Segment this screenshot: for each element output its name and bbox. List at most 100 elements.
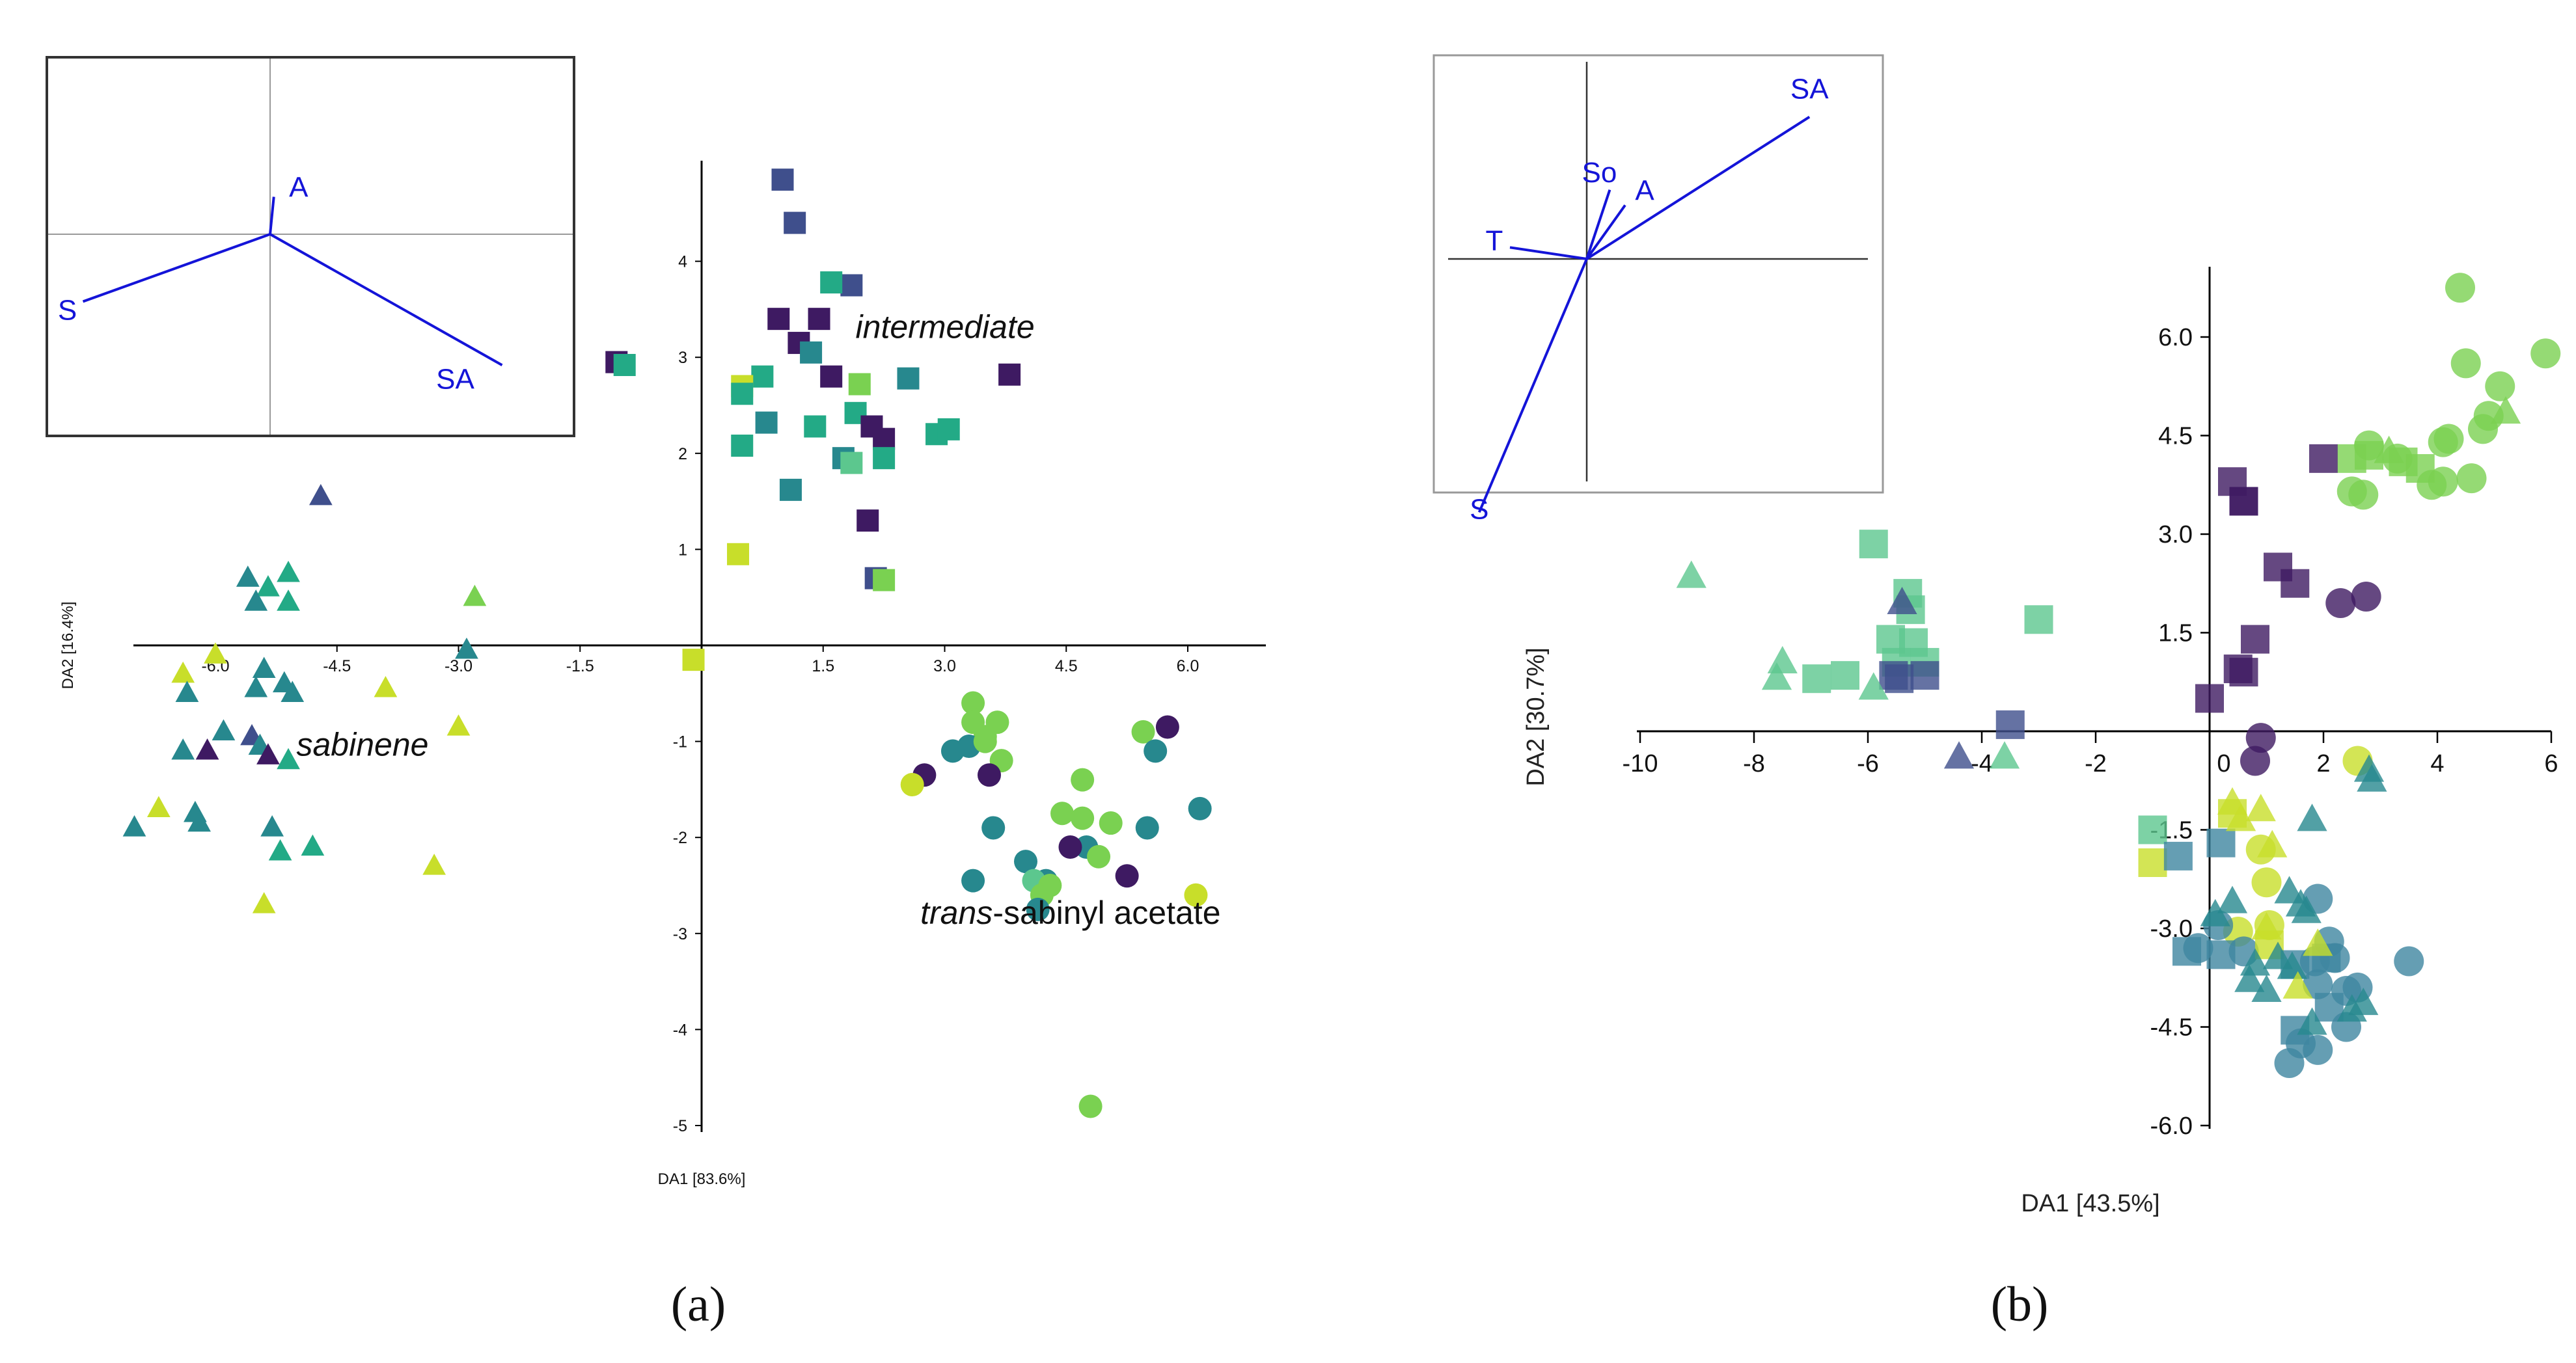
triangle-point [244,676,268,697]
triangle-point [252,656,276,679]
y-tick-label: -1 [673,733,687,751]
triangle-point [171,661,195,683]
y-tick-label: 4.5 [2158,423,2193,450]
square-point [779,478,802,501]
triangle-point [2374,435,2404,463]
square-point [840,274,863,297]
circle-point [2485,371,2515,401]
square-point [731,434,754,457]
y-tick-label: -4.5 [2150,1014,2193,1042]
circle-point [1078,1094,1103,1118]
triangle-point [309,483,333,506]
square-point [2206,940,2236,969]
triangle-point [2297,1007,2327,1035]
y-tick-label: 4 [678,253,687,271]
biplot-vector-label: SA [436,363,474,395]
triangle-point [455,637,478,659]
circle-point [1155,715,1179,739]
biplot-vector-label: A [289,172,308,204]
circle-point [1014,850,1037,874]
circle-point [961,869,985,893]
triangle-point [1761,662,1792,690]
triangle-point [2251,911,2282,940]
circle-point [1184,883,1208,907]
circle-point [981,816,1006,840]
triangle-point [281,681,305,702]
x-tick-label: -2 [2085,750,2107,777]
square-point [1885,664,1914,694]
inset-a-frame [46,56,575,437]
biplot-vector [82,233,271,303]
square-point [1831,661,1859,690]
square-point [771,169,794,191]
triangle-point [175,681,199,702]
triangle-point [1943,741,1975,769]
square-point [2172,937,2201,966]
x-axis-label-b: DA1 [43.5%] [2021,1190,2159,1217]
x-tick-label: 4 [2430,750,2444,777]
y-tick-label: -2 [673,829,687,847]
circle-point [1026,897,1050,921]
x-tick-label: 4.5 [1055,657,1078,675]
square-point [2405,454,2435,483]
square-point [1910,661,1939,690]
biplot-vector-label: T [1486,224,1503,256]
circle-point [1071,768,1095,792]
triangle-point [147,796,171,818]
square-point [2206,828,2236,857]
panel-label-b: (b) [1991,1277,2049,1332]
square-point [727,543,750,565]
square-point [840,452,863,474]
square-point [848,373,871,396]
square-point [2229,487,2258,516]
biplot-inset-a: A S SA [46,56,575,437]
x-tick-label: 2 [2316,750,2330,777]
triangle-point [2257,830,2288,857]
x-tick-label: 6 [2544,750,2558,777]
panel-label-a: (a) [671,1277,726,1332]
square-point [804,415,827,438]
triangle-point [1676,560,1706,588]
triangle-point [1858,672,1889,700]
triangle-point [2277,951,2307,979]
y-tick-label: -4 [673,1021,687,1039]
circle-point [1115,864,1139,888]
x-tick-label: -6 [1857,750,1879,777]
triangle-point [2245,794,2276,822]
biplot-vector-label: S [1470,493,1488,525]
triangle-point [2303,928,2333,956]
triangle-point [195,738,219,760]
square-point [2223,655,2253,684]
triangle-point [2234,964,2265,992]
y-axis-label-b: DA2 [30.7%] [1522,647,1550,786]
x-tick-label: -4 [1971,750,1993,777]
circle-point [961,691,985,715]
square-point [1995,710,2025,739]
square-point [2195,684,2224,713]
triangle-point [2226,803,2256,831]
triangle-point [2262,941,2294,969]
region-annotation: sabinene [297,727,429,763]
x-tick-label: -1.5 [566,657,594,675]
triangle-point [374,676,398,697]
circle-point [2445,273,2475,303]
circle-point [2240,746,2270,776]
circle-point [1099,811,1123,835]
square-point [784,211,806,234]
x-tick-label: -3.0 [445,657,473,675]
triangle-point [422,854,446,875]
circle-point [2394,946,2424,977]
square-point [800,341,823,364]
square-point [820,271,843,294]
circle-point [1087,844,1111,869]
square-point [2024,605,2053,634]
square-point [937,418,960,440]
square-point [2138,848,2167,877]
biplot-vector [269,196,275,235]
biplot-vector [1585,204,1626,260]
circle-point [2274,1048,2305,1079]
square-point [897,367,920,390]
biplot-vector-label: So [1582,157,1617,189]
y-tick-label: -3 [673,925,687,943]
